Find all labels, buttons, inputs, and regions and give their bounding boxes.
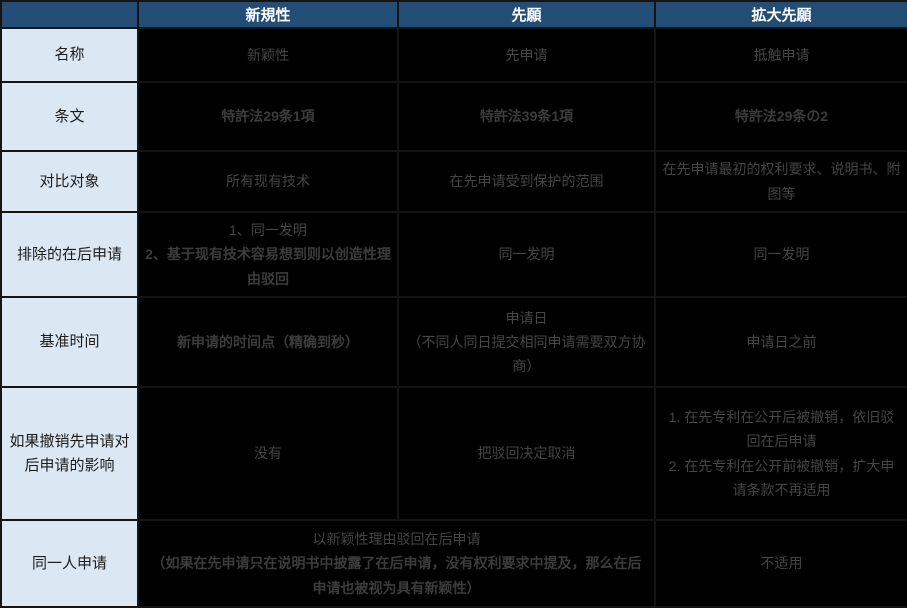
cell: 申请日之前 [654,296,907,388]
cell-text: 不适用 [760,555,803,572]
row-label-excluded-later-applications: 排除的在后申请 [0,211,139,298]
cell-text: 同一发明 [498,246,555,263]
cell: 抵触申请 [654,27,907,83]
cell-text: 新申请的时间点（精确到秒） [177,333,359,350]
cell-text: 2、基于现有技术容易想到则以创造性理由驳回 [145,246,391,287]
cell-text: 所有现有技术 [226,173,310,190]
column-header-kakudai-sengan: 拡大先願 [654,0,907,29]
cell: 在先申请最初的权利要求、说明书、附图等 [654,150,907,213]
table-row: 基准时间 新申请的时间点（精确到秒） 申请日 （不同人同日提交相同申请需要双方协… [0,296,907,388]
cell-text: 申请日之前 [746,333,817,350]
cell-text: 以新颖性理由驳回在后申请 [312,531,481,548]
cell-text: 没有 [254,445,282,462]
cell-text: 特許法29条1項 [221,108,315,125]
cell: 特許法29条の2 [654,81,907,152]
cell: 先申请 [397,27,656,83]
cell-text: （如果在先申请只在说明书中披露了在后申请，没有权利要求中提及，那么在后申请也被视… [151,555,642,596]
cell-text: 特許法29条の2 [734,108,829,125]
cell-text: 2. 在先专利在公开前被撤销，扩大申请条款不再适用 [668,457,895,498]
corner-cell [0,0,139,29]
cell: 新申请的时间点（精确到秒） [137,296,399,388]
cell-text: 特許法39条1項 [479,108,574,125]
cell: 新颖性 [137,27,399,83]
header-row: 新規性 先願 拡大先願 [0,0,907,29]
row-label-comparison-target: 对比对象 [0,150,139,213]
cell-text: （不同人同日提交相同申请需要双方协商） [407,333,646,375]
cell-text: 把驳回决定取消 [477,445,576,462]
cell-text: 抵触申请 [753,46,810,63]
cell: 特許法39条1項 [397,81,656,152]
cell-text: 新颖性 [247,46,289,63]
cell-text: 申请日 [505,309,548,326]
cell-text: 同一发明 [753,246,810,263]
cell: 申请日 （不同人同日提交相同申请需要双方协商） [397,296,656,388]
cell-text: 在先申请最初的权利要求、说明书、附图等 [662,161,901,202]
column-header-shinkisei: 新規性 [137,0,399,29]
row-label-reference-time: 基准时间 [0,296,139,388]
cell: 1、同一发明 2、基于现有技术容易想到则以创造性理由驳回 [137,211,399,298]
cell-text: 1. 在先专利在公开后被撤销，依旧驳回在后申请 [668,409,895,450]
merged-cell: 以新颖性理由驳回在后申请 （如果在先申请只在说明书中披露了在后申请，没有权利要求… [137,519,656,608]
cell: 同一发明 [397,211,656,298]
row-label-withdrawal-effect: 如果撤销先申请对后申请的影响 [0,386,139,521]
table-row: 如果撤销先申请对后申请的影响 没有 把驳回决定取消 1. 在先专利在公开后被撤销… [0,386,907,521]
cell: 没有 [137,386,399,521]
cell: 特許法29条1項 [137,81,399,152]
cell: 所有现有技术 [137,150,399,213]
cell-text: 1、同一发明 [229,222,307,239]
column-header-sengan: 先願 [397,0,656,29]
table-row: 同一人申请 以新颖性理由驳回在后申请 （如果在先申请只在说明书中披露了在后申请，… [0,519,907,608]
cell: 不适用 [654,519,907,608]
row-label-same-applicant: 同一人申请 [0,519,139,608]
row-label-article: 条文 [0,81,139,152]
cell: 把驳回决定取消 [397,386,656,521]
table-row: 对比对象 所有现有技术 在先申请受到保护的范围 在先申请最初的权利要求、说明书、… [0,150,907,213]
cell: 在先申请受到保护的范围 [397,150,656,213]
cell: 同一发明 [654,211,907,298]
cell-text: 在先申请受到保护的范围 [449,173,604,190]
table-row: 排除的在后申请 1、同一发明 2、基于现有技术容易想到则以创造性理由驳回 同一发… [0,211,907,298]
cell-text: 先申请 [505,46,548,63]
row-label-name: 名称 [0,27,139,83]
cell: 1. 在先专利在公开后被撤销，依旧驳回在后申请 2. 在先专利在公开前被撤销，扩… [654,386,907,521]
table-row: 条文 特許法29条1項 特許法39条1項 特許法29条の2 [0,81,907,152]
table-row: 名称 新颖性 先申请 抵触申请 [0,27,907,83]
